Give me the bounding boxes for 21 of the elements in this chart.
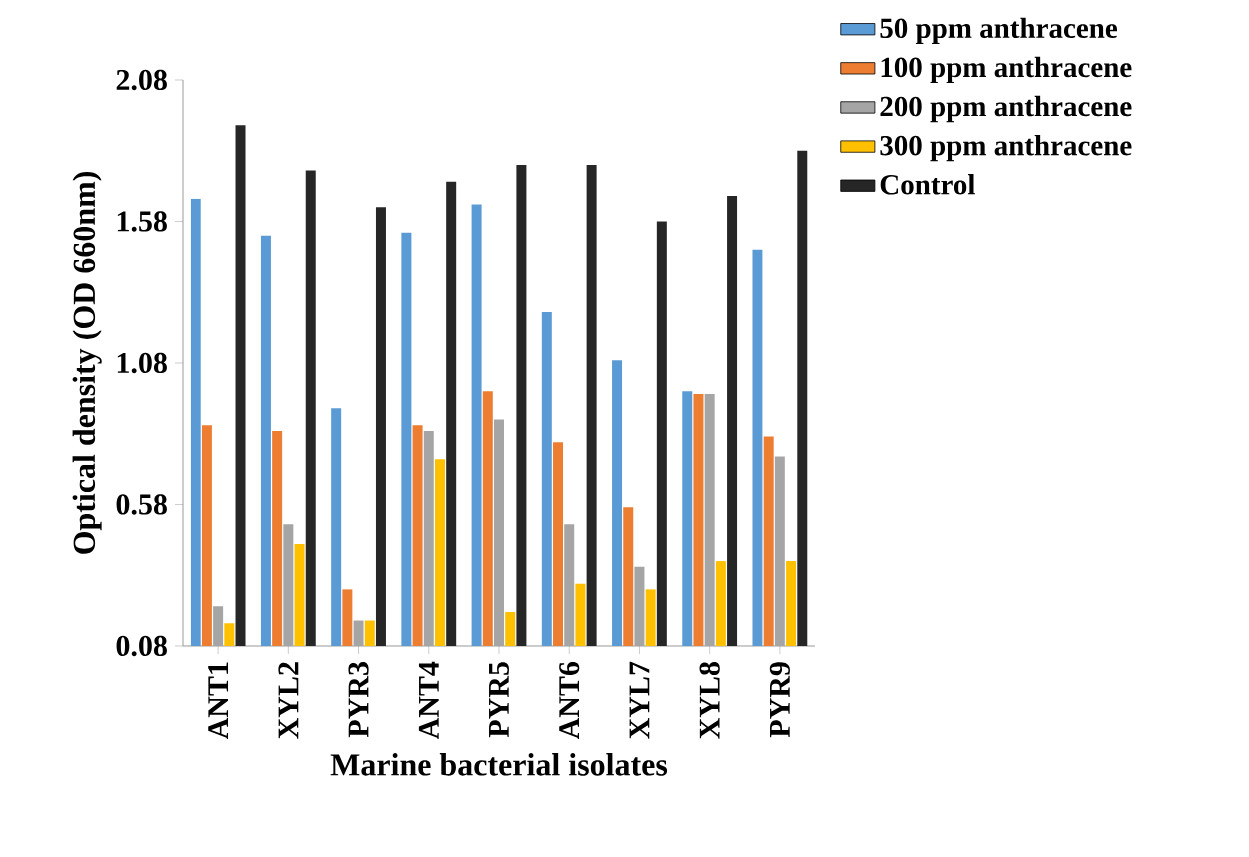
legend-label: 100 ppm anthracene xyxy=(881,56,1132,84)
x-tick-label: ANT1 xyxy=(208,662,229,740)
y-tick-label: 2.08 xyxy=(116,69,167,91)
x-tick-label: PYR9 xyxy=(769,662,790,738)
y-tick-label: 0.08 xyxy=(116,635,167,657)
x-tick-label: XYL2 xyxy=(278,662,299,739)
x-tick-label: PYR3 xyxy=(348,662,369,738)
x-tick-label: PYR5 xyxy=(489,662,509,738)
legend-label: 300 ppm anthracene xyxy=(880,135,1132,162)
y-tick-label: 0.58 xyxy=(116,494,167,515)
x-tick-label: ANT6 xyxy=(559,661,580,740)
x-tick-label: XYL8 xyxy=(699,662,720,739)
legend-label: 200 ppm anthracene xyxy=(880,95,1132,123)
y-tick-label: 1.58 xyxy=(117,211,167,232)
x-axis-title: Marine bacterial isolates xyxy=(330,753,668,776)
y-tick-label: 1.08 xyxy=(117,352,167,374)
legend-label: Control xyxy=(880,174,975,195)
legend-label: 50 ppm anthracene xyxy=(880,17,1117,44)
y-axis-title: Optical density (OD 660nm) xyxy=(72,171,102,554)
x-tick-label: ANT4 xyxy=(418,661,439,740)
x-tick-label: XYL7 xyxy=(629,661,650,739)
